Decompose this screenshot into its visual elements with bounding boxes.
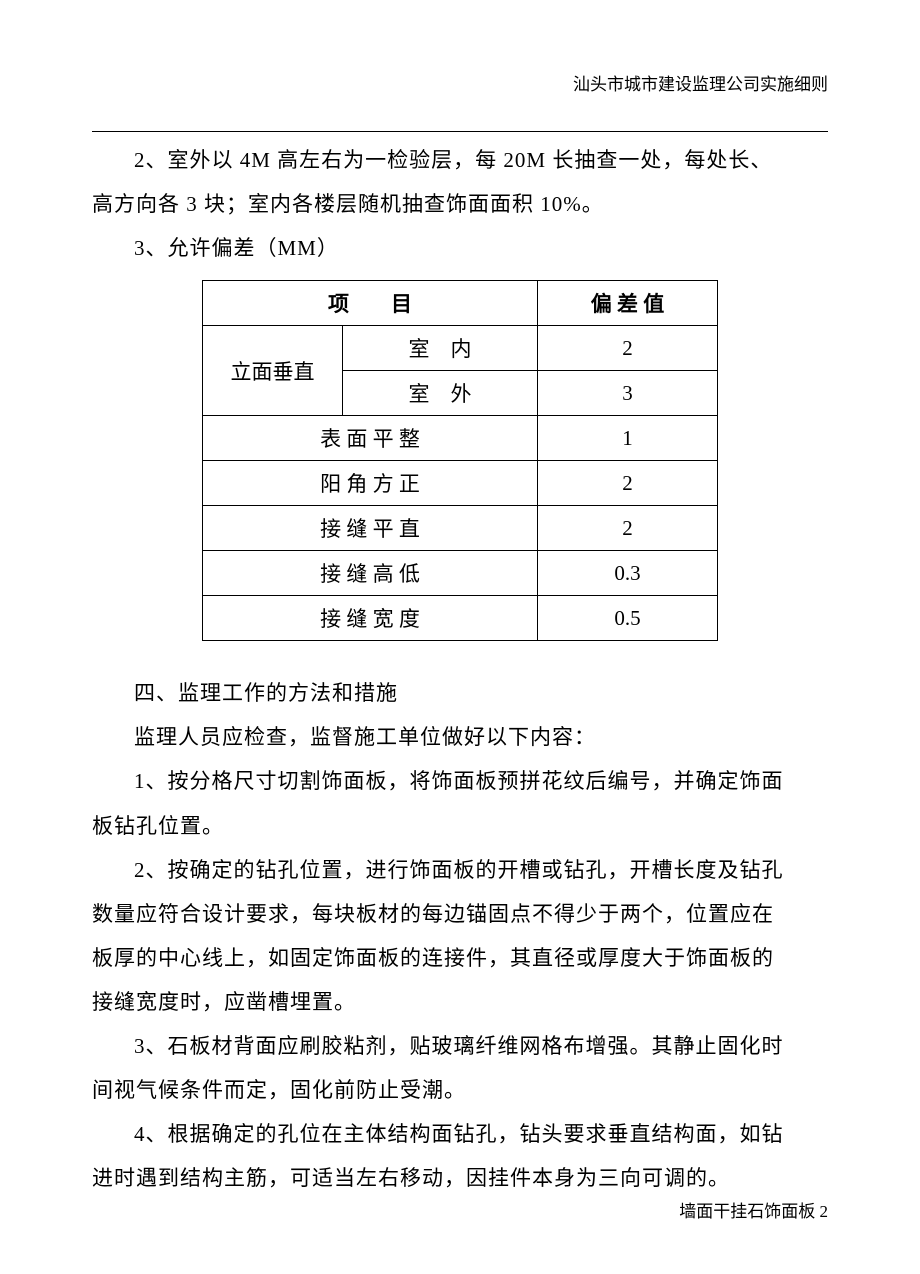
paragraph-item2-cont1: 数量应符合设计要求，每块板材的每边锚固点不得少于两个，位置应在 <box>92 892 828 936</box>
table-cell-merged: 立面垂直 <box>203 326 343 416</box>
table-cell-item: 阳 角 方 正 <box>203 461 538 506</box>
table-row: 接 缝 平 直 2 <box>203 506 718 551</box>
table-cell-item: 接 缝 高 低 <box>203 551 538 596</box>
table-cell-item: 室 内 <box>343 326 538 371</box>
table-cell-item: 接 缝 宽 度 <box>203 596 538 641</box>
table-row: 接 缝 宽 度 0.5 <box>203 596 718 641</box>
paragraph-item3-cont: 间视气候条件而定，固化前防止受潮。 <box>92 1068 828 1112</box>
paragraph-item2-cont3: 接缝宽度时，应凿槽埋置。 <box>92 980 828 1024</box>
tolerance-table-container: 项 目 偏 差 值 立面垂直 室 内 2 室 外 3 表 面 平 整 1 阳 角… <box>92 280 828 641</box>
paragraph-item1-cont: 板钻孔位置。 <box>92 804 828 848</box>
paragraph-intro: 监理人员应检查，监督施工单位做好以下内容： <box>92 715 828 759</box>
table-cell-value: 1 <box>538 416 718 461</box>
header-divider <box>92 131 828 132</box>
table-cell-value: 3 <box>538 371 718 416</box>
table-row: 立面垂直 室 内 2 <box>203 326 718 371</box>
paragraph-item3: 3、石板材背面应刷胶粘剂，贴玻璃纤维网格布增强。其静止固化时 <box>92 1024 828 1068</box>
table-cell-value: 2 <box>538 326 718 371</box>
paragraph-section4: 四、监理工作的方法和措施 <box>92 671 828 715</box>
table-header-value: 偏 差 值 <box>538 281 718 326</box>
table-cell-value: 2 <box>538 506 718 551</box>
table-row: 接 缝 高 低 0.3 <box>203 551 718 596</box>
table-header-row: 项 目 偏 差 值 <box>203 281 718 326</box>
paragraph-3: 3、允许偏差（MM） <box>92 226 828 270</box>
table-cell-item: 接 缝 平 直 <box>203 506 538 551</box>
footer-text: 墙面干挂石饰面板 2 <box>679 1197 828 1222</box>
paragraph-2: 2、室外以 4M 高左右为一检验层，每 20M 长抽查一处，每处长、 <box>92 138 828 182</box>
table-row: 阳 角 方 正 2 <box>203 461 718 506</box>
table-row: 表 面 平 整 1 <box>203 416 718 461</box>
paragraph-item2-cont2: 板厚的中心线上，如固定饰面板的连接件，其直径或厚度大于饰面板的 <box>92 936 828 980</box>
paragraph-item2: 2、按确定的钻孔位置，进行饰面板的开槽或钻孔，开槽长度及钻孔 <box>92 848 828 892</box>
paragraph-item4-cont: 进时遇到结构主筋，可适当左右移动，因挂件本身为三向可调的。 <box>92 1156 828 1200</box>
tolerance-table: 项 目 偏 差 值 立面垂直 室 内 2 室 外 3 表 面 平 整 1 阳 角… <box>202 280 718 641</box>
header-company: 汕头市城市建设监理公司实施细则 <box>92 70 828 95</box>
table-cell-value: 2 <box>538 461 718 506</box>
table-cell-value: 0.5 <box>538 596 718 641</box>
table-cell-item: 表 面 平 整 <box>203 416 538 461</box>
document-page: 汕头市城市建设监理公司实施细则 2、室外以 4M 高左右为一检验层，每 20M … <box>0 0 920 1240</box>
paragraph-item1: 1、按分格尺寸切割饰面板，将饰面板预拼花纹后编号，并确定饰面 <box>92 759 828 803</box>
table-cell-value: 0.3 <box>538 551 718 596</box>
paragraph-item4: 4、根据确定的孔位在主体结构面钻孔，钻头要求垂直结构面，如钻 <box>92 1112 828 1156</box>
table-header-item: 项 目 <box>203 281 538 326</box>
table-cell-item: 室 外 <box>343 371 538 416</box>
paragraph-2-cont: 高方向各 3 块；室内各楼层随机抽查饰面面积 10%。 <box>92 182 828 226</box>
